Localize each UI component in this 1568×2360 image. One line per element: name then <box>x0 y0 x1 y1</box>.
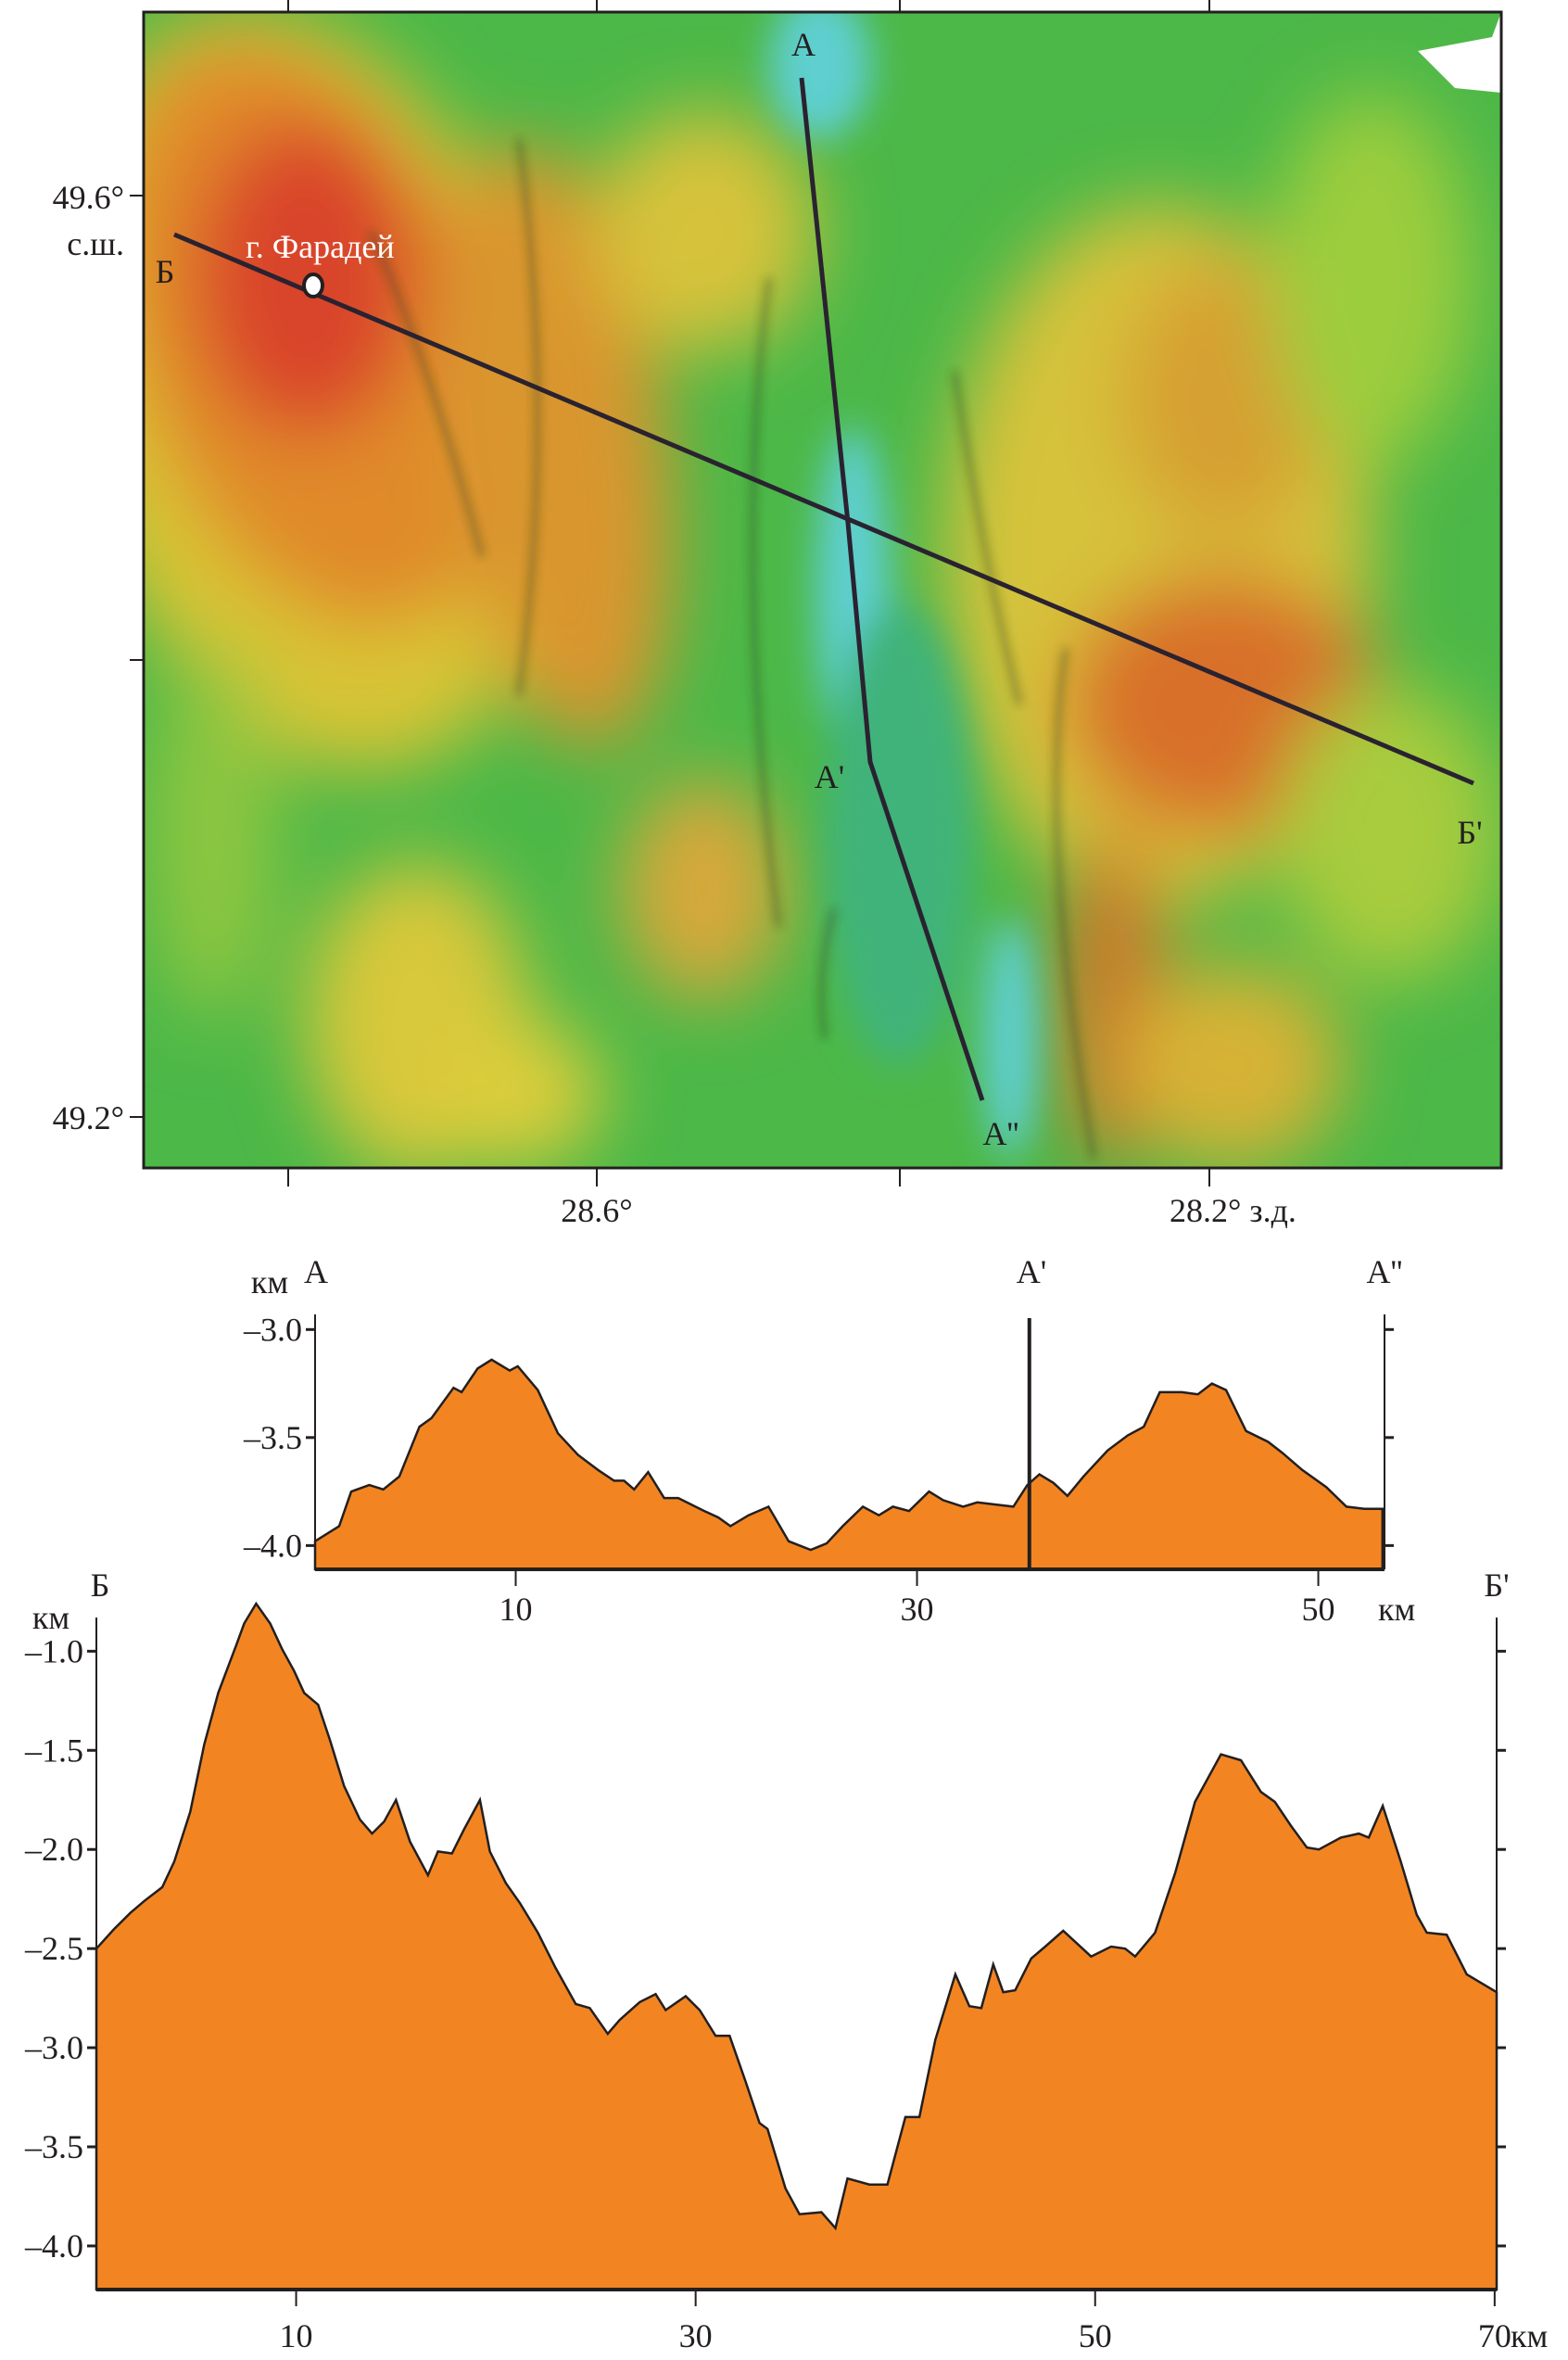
lon-label-right: 28.2° з.д. <box>1170 1192 1296 1229</box>
y-tick-label: –3.0 <box>24 2029 83 2066</box>
lat-label-suffix: с.ш. <box>67 225 124 262</box>
x-tick-label: 30 <box>679 2317 713 2354</box>
y-tick-label: –2.0 <box>24 1831 83 1868</box>
map-label-a: А <box>791 26 816 63</box>
profile-b-end-label: Б' <box>1484 1567 1509 1604</box>
profile-line-b <box>173 232 1474 786</box>
profile-a-start-label: А <box>304 1253 328 1290</box>
x-tick-label: 50 <box>1302 1591 1335 1628</box>
x-tick-label: 50 <box>1079 2317 1112 2354</box>
map-label-a1: А' <box>815 758 844 795</box>
y-tick-label: –1.0 <box>24 1632 83 1669</box>
profile-a-area <box>313 1358 1385 1571</box>
profile-a-mid-label: А' <box>1017 1253 1046 1290</box>
y-tick-label: –1.5 <box>24 1732 83 1769</box>
no-data-patch <box>1418 12 1501 93</box>
y-tick-label: –2.5 <box>24 1930 83 1967</box>
y-tick-label: –4.0 <box>24 2227 83 2265</box>
map-frame <box>142 10 1503 1170</box>
map-label-b1: Б' <box>1457 814 1482 851</box>
faraday-seamount-label: г. Фарадей <box>246 228 395 265</box>
profile-a-x-unit: км <box>1378 1591 1415 1628</box>
y-tick-label: –4.0 <box>243 1527 302 1564</box>
x-tick-label: 10 <box>499 1591 533 1628</box>
map-label-a2: А'' <box>983 1115 1019 1152</box>
map-label-b: Б <box>156 253 175 290</box>
x-tick-label: 70 <box>1478 2317 1511 2354</box>
lat-label-bottom: 49.2° <box>53 1099 124 1136</box>
profile-a-chart: –3.0 –3.5 –4.0 10 30 50 км А А' А'' км <box>243 1253 1415 1628</box>
profile-b-x-unit: км <box>1511 2317 1548 2354</box>
profile-b-chart: –1.0–1.5–2.0–2.5–3.0–3.5–4.010 30 50 70 км … <box>24 1567 1548 2354</box>
bathymetric-map: 49.6° с.ш. 49.2° 28.6° 28.2° з.д. г. Фар… <box>53 0 1503 1229</box>
x-tick-label: 10 <box>280 2317 313 2354</box>
terrain-relief <box>144 12 1501 1168</box>
profile-line-a <box>799 77 985 1101</box>
map-ticks <box>130 0 1210 1186</box>
profile-b-start-label: Б <box>91 1567 110 1604</box>
lon-label-left: 28.6° <box>561 1192 632 1229</box>
y-tick-label: –3.5 <box>24 2128 83 2165</box>
profile-b-area <box>95 1601 1498 2291</box>
y-tick-label: –3.5 <box>243 1419 302 1456</box>
profile-b-y-unit: км <box>32 1599 70 1636</box>
lat-label-top: 49.6° <box>53 179 124 216</box>
y-tick-label: –3.0 <box>243 1311 302 1348</box>
faraday-seamount-marker <box>302 273 324 298</box>
x-tick-label: 30 <box>901 1591 934 1628</box>
profile-a-end-label: А'' <box>1367 1253 1403 1290</box>
profile-a-y-unit: км <box>251 1263 288 1301</box>
